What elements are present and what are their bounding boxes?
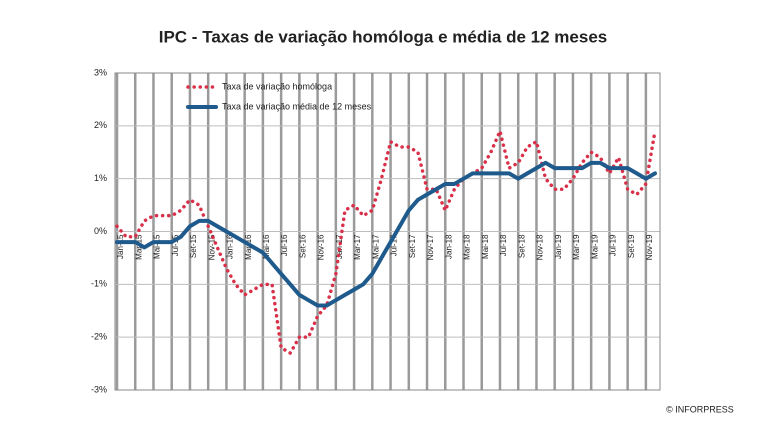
y-tick-label: 0%	[94, 226, 107, 236]
x-tick-label: Nov-15	[207, 234, 216, 260]
x-tick-label: Mai-19	[590, 234, 599, 259]
series-line	[115, 129, 657, 355]
x-tick-label: Mar-16	[244, 234, 253, 260]
x-tick-label: Mai-15	[153, 234, 162, 259]
source: © INFORPRESS	[666, 404, 734, 414]
x-tick-label: Jan-16	[226, 234, 235, 259]
x-tick-label: Nov-19	[645, 234, 654, 260]
y-tick-label: 1%	[94, 173, 107, 183]
y-tick-label: 3%	[94, 67, 107, 77]
x-tick-label: Jan-17	[335, 234, 344, 259]
legend-label: Taxa de variação média de 12 meses	[222, 101, 372, 111]
x-tick-label: Set-19	[627, 234, 636, 258]
x-tick-label: Nov-18	[536, 234, 545, 260]
plot-frame	[114, 72, 661, 391]
x-tick-label: Mar-19	[572, 234, 581, 260]
x-tick-label: Jul-17	[390, 234, 399, 256]
x-tick-label: Mai-16	[262, 234, 271, 259]
x-tick-label: Mai-18	[481, 234, 490, 259]
series-line	[115, 160, 657, 308]
legend-label: Taxa de variação homóloga	[222, 81, 332, 91]
x-tick-label: Set-18	[517, 234, 526, 258]
x-tick-label: Mar-15	[134, 234, 143, 260]
x-tick-label: Mar-18	[463, 234, 472, 260]
x-tick-label: Jan-18	[444, 234, 453, 259]
x-tick-label: Jul-16	[280, 234, 289, 256]
y-tick-label: 2%	[94, 120, 107, 130]
x-tick-label: Jul-19	[609, 234, 618, 256]
x-tick-label: Mar-17	[353, 234, 362, 260]
y-tick-label: -1%	[91, 279, 107, 289]
chart-title: IPC - Taxas de variação homóloga e média…	[159, 27, 608, 46]
x-tick-label: Jul-18	[499, 234, 508, 256]
x-tick-label: Nov-16	[317, 234, 326, 260]
x-tick-label: Jan-19	[554, 234, 563, 259]
x-tick-label: Mai-17	[371, 234, 380, 259]
x-tick-label: Jul-15	[171, 234, 180, 256]
x-tick-label: Jan-15	[116, 234, 125, 259]
y-tick-label: -2%	[91, 332, 107, 342]
y-tick-label: -3%	[91, 384, 107, 394]
x-tick-label: Set-16	[298, 234, 307, 258]
x-tick-label: Set-15	[189, 234, 198, 258]
x-tick-label: Set-17	[408, 234, 417, 258]
x-tick-label: Nov-17	[426, 234, 435, 260]
